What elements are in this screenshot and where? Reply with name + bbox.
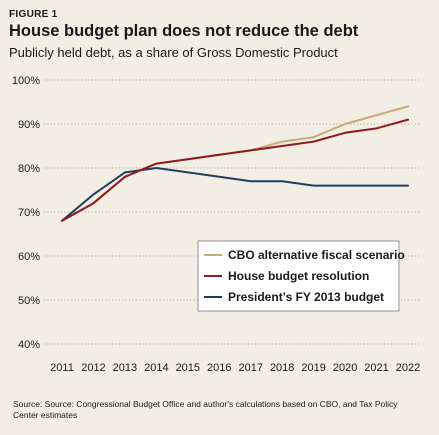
y-tick-label: 100% [12,75,40,87]
x-tick-label: 2016 [207,362,231,374]
x-tick-label: 2011 [50,362,74,374]
legend-label: President’s FY 2013 budget [228,290,384,304]
series-lines [61,105,409,222]
x-tick-label: 2012 [81,362,105,374]
y-axis-ticks: 40% 50% 60% 70% 80% 90% 100% [12,75,40,351]
legend-label: House budget resolution [228,269,369,283]
legend-label: CBO alternative fiscal scenario [228,248,405,262]
y-tick-label: 50% [18,295,40,307]
legend: CBO alternative fiscal scenario House bud… [197,240,405,312]
x-tick-label: 2019 [301,362,325,374]
x-tick-label: 2021 [364,362,388,374]
x-tick-label: 2015 [176,362,200,374]
y-tick-label: 40% [18,339,40,351]
legend-box [197,240,400,312]
series-line [61,167,409,222]
x-tick-label: 2018 [270,362,294,374]
x-tick-label: 2022 [396,362,420,374]
chart-subtitle: Publicly held debt, as a share of Gross … [9,45,338,60]
y-tick-label: 80% [18,163,40,175]
y-tick-label: 60% [18,251,40,263]
chart-title: House budget plan does not reduce the de… [9,22,359,40]
series-line [61,118,409,222]
y-tick-label: 90% [18,119,40,131]
x-axis-ticks: 2011 2012 2013 2014 2015 2016 2017 2018 2019 2020… [50,362,420,374]
x-tick-label: 2013 [113,362,137,374]
x-tick-label: 2014 [144,362,168,374]
source-note: Source: Source: Congressional Budget Off… [13,399,398,420]
x-tick-label: 2017 [238,362,262,374]
series-line [61,105,409,222]
y-tick-label: 70% [18,207,40,219]
figure-label: FIGURE 1 [9,9,58,20]
x-tick-label: 2020 [333,362,357,374]
